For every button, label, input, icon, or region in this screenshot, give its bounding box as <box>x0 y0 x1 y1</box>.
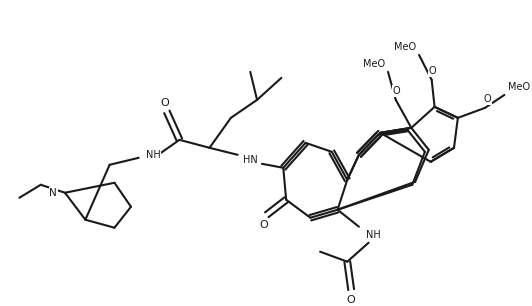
Text: O: O <box>260 220 268 230</box>
Text: O: O <box>347 295 355 305</box>
Text: O: O <box>483 94 491 104</box>
Text: HN: HN <box>243 155 257 165</box>
Text: NH: NH <box>365 230 380 240</box>
Text: NH: NH <box>146 150 160 160</box>
Text: MeO: MeO <box>508 82 530 92</box>
Text: O: O <box>429 66 436 76</box>
Text: O: O <box>161 98 169 108</box>
Text: MeO: MeO <box>363 59 385 69</box>
Text: O: O <box>393 86 401 96</box>
Text: N: N <box>49 188 57 198</box>
Text: MeO: MeO <box>394 42 416 52</box>
